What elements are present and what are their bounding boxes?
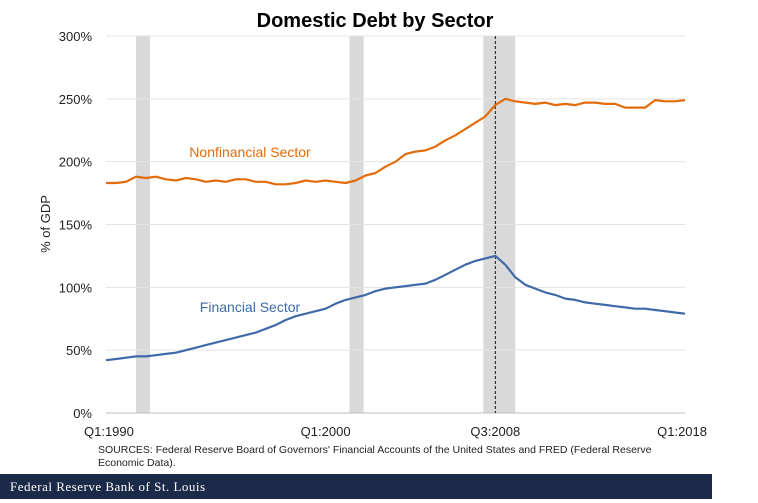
x-axis-ticks: Q1:1990 Q1:2000 Q3:2008 Q1:2018	[84, 424, 707, 439]
series-line-financial	[105, 254, 686, 362]
y-tick-label: 200%	[59, 155, 93, 170]
series-lines	[105, 97, 686, 362]
footer-bar: Federal Reserve Bank of St. Louis	[0, 474, 712, 499]
gridlines	[106, 35, 685, 414]
y-tick-label: 150%	[59, 218, 93, 233]
footer-logo-text: Federal Reserve Bank of St. Louis	[10, 479, 206, 494]
series-label-nonfinancial: Nonfinancial Sector	[189, 144, 311, 160]
x-tick-label: Q1:2000	[301, 424, 351, 439]
x-tick-label: Q1:2018	[657, 424, 707, 439]
y-tick-label: 0%	[73, 406, 92, 421]
series-line-nonfinancial	[106, 97, 686, 186]
y-axis-ticks: 0% 50% 100% 150% 200% 250% 300%	[59, 29, 93, 421]
x-tick-label: Q1:1990	[84, 424, 134, 439]
y-tick-label: 50%	[66, 343, 92, 358]
sources-note: SOURCES: Federal Reserve Board of Govern…	[98, 444, 652, 469]
chart: Domestic Debt by Sector 0% 50% 100% 150% 200…	[38, 10, 707, 439]
chart-title: Domestic Debt by Sector	[257, 10, 494, 32]
y-tick-label: 100%	[59, 280, 93, 295]
y-tick-label: 250%	[59, 92, 93, 107]
y-axis-label: % of GDP	[38, 195, 53, 253]
y-tick-label: 300%	[59, 29, 93, 44]
x-tick-label: Q3:2008	[470, 424, 520, 439]
series-label-financial: Financial Sector	[200, 299, 301, 315]
